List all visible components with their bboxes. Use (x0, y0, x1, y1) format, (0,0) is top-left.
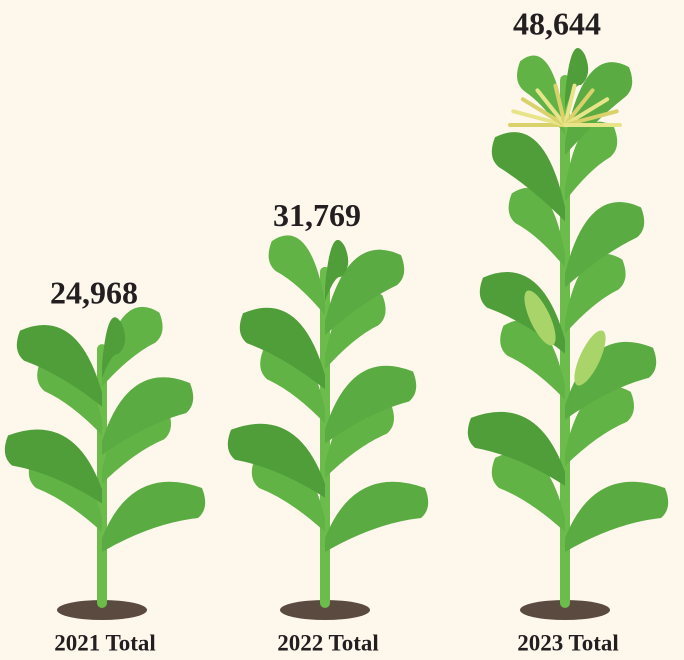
category-label: 2021 Total (54, 630, 156, 655)
category-label: 2023 Total (517, 630, 619, 655)
value-label: 31,769 (273, 197, 361, 233)
value-label: 48,644 (513, 5, 601, 41)
chart: 24,968 2021 Total 31,769 2022 Total 48,644 20… (0, 0, 684, 660)
category-label: 2022 Total (277, 630, 379, 655)
value-label: 24,968 (50, 274, 138, 310)
